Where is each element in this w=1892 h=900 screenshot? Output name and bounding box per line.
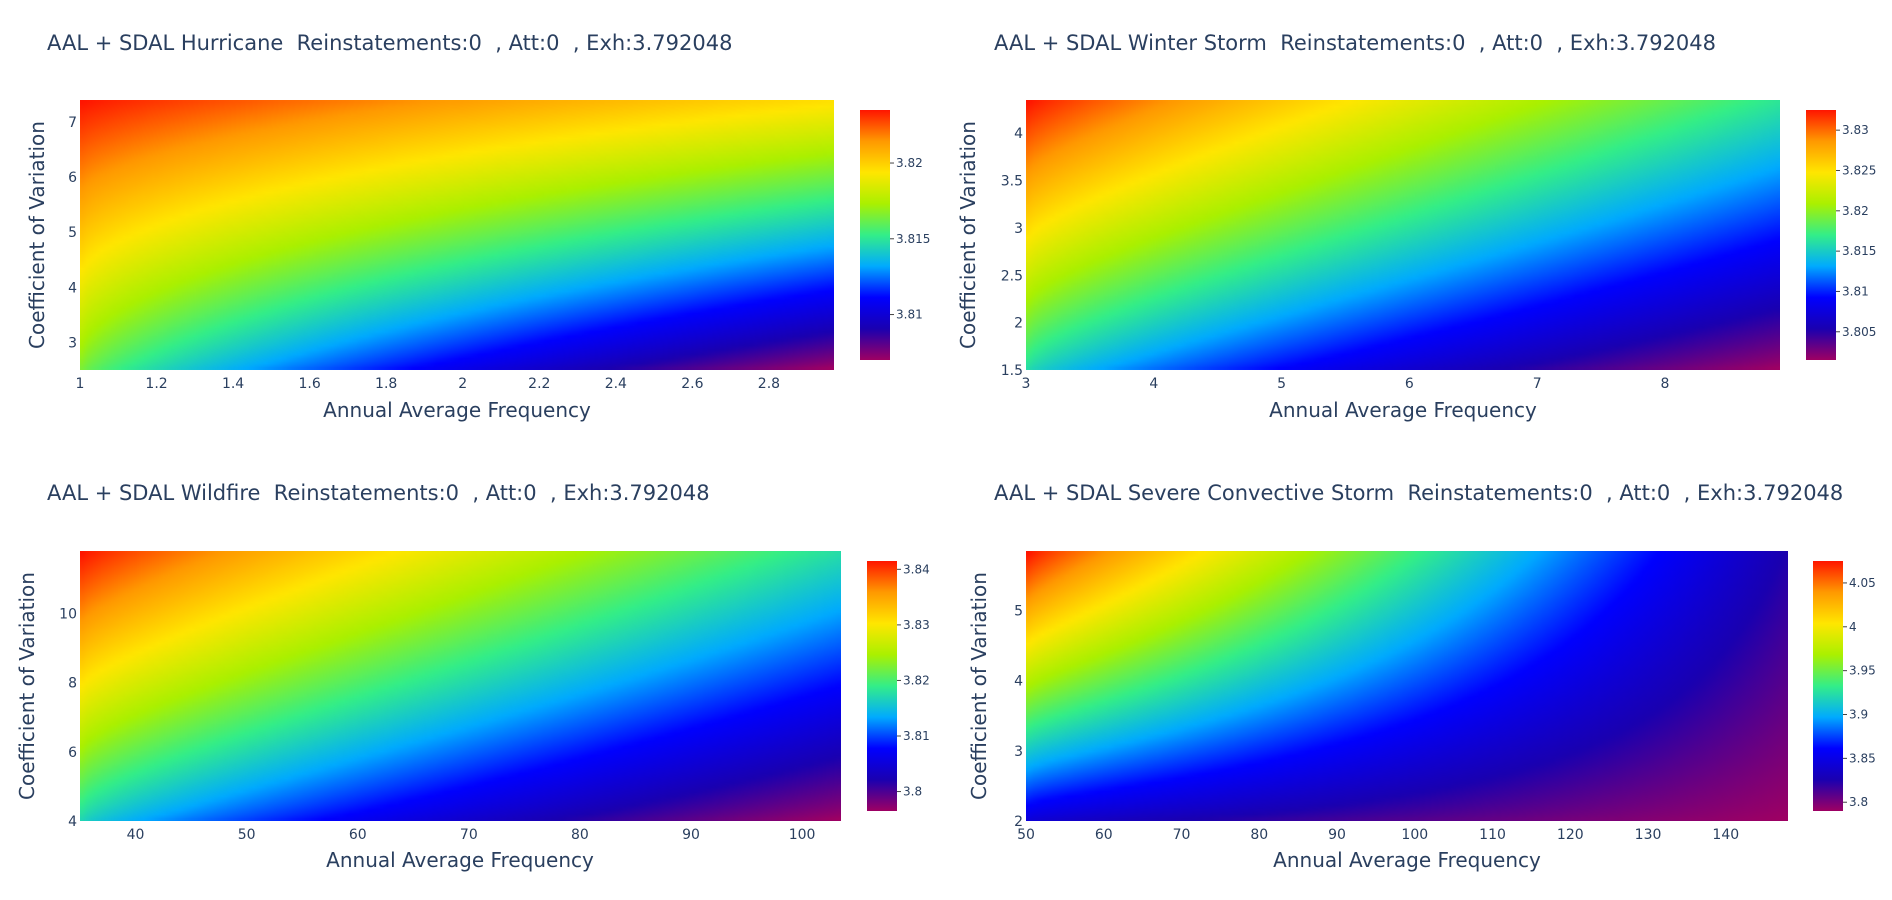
chart-title: AAL + SDAL Severe Convective Storm Reins… [994,481,1843,505]
x-axis-title: Annual Average Frequency [1269,398,1537,422]
x-tick-label: 80 [1250,827,1268,843]
y-tick-label: 5 [1014,604,1023,620]
colorbar [1813,561,1843,811]
colorbar [1806,110,1836,360]
x-tick-label: 5 [1277,376,1286,392]
heatmap-panel-2: AAL + SDAL Winter Storm Reinstatements:0… [956,31,1876,422]
x-tick-label: 3 [1022,376,1031,392]
x-tick-label: 6 [1405,376,1414,392]
heatmap-surface [1026,100,1780,370]
colorbar-tick-label: 3.81 [1842,284,1869,298]
x-tick-label: 80 [571,827,589,843]
heatmap-surface [80,551,841,821]
y-tick-label: 6 [68,745,77,761]
colorbar-tick-label: 3.825 [1842,163,1876,177]
colorbar-tick-label: 3.82 [1842,204,1869,218]
x-tick-label: 120 [1557,827,1584,843]
x-axis-title: Annual Average Frequency [1273,848,1541,872]
x-tick-label: 130 [1635,827,1662,843]
colorbar-tick-label: 3.84 [903,562,930,576]
x-tick-label: 40 [127,827,145,843]
colorbar-tick-label: 4.05 [1849,576,1876,590]
x-tick-label: 100 [789,827,816,843]
y-tick-label: 10 [59,606,77,622]
x-tick-label: 2.4 [605,376,627,392]
colorbar-tick-label: 3.9 [1849,708,1868,722]
y-axis-title: Coefficient of Variation [967,572,991,800]
y-tick-label: 3.5 [1001,174,1023,190]
colorbar-tick-label: 3.805 [1842,325,1876,339]
y-tick-label: 7 [68,115,77,131]
colorbar-tick-label: 3.82 [903,673,930,687]
y-tick-label: 3 [1014,744,1023,760]
colorbar-tick-label: 3.81 [896,308,923,322]
y-tick-label: 2 [1014,316,1023,332]
colorbar-tick-label: 3.8 [1849,795,1868,809]
y-tick-label: 2.5 [1001,268,1023,284]
x-tick-label: 90 [682,827,700,843]
y-tick-label: 4 [1014,126,1023,142]
colorbar-tick-label: 3.8 [903,785,922,799]
y-tick-label: 6 [68,170,77,186]
x-axis-title: Annual Average Frequency [326,848,594,872]
colorbar [867,561,897,811]
x-tick-label: 1.2 [145,376,167,392]
x-tick-label: 90 [1328,827,1346,843]
x-tick-label: 50 [238,827,256,843]
y-tick-label: 8 [68,676,77,692]
colorbar-tick-label: 3.85 [1849,751,1876,765]
x-tick-label: 1.6 [299,376,321,392]
y-axis-title: Coefficient of Variation [956,121,980,349]
x-tick-label: 2.2 [528,376,550,392]
y-axis-title: Coefficient of Variation [25,121,49,349]
colorbar-tick-label: 3.83 [903,618,930,632]
x-tick-label: 2 [458,376,467,392]
heatmap-panel-1: AAL + SDAL Hurricane Reinstatements:0 , … [25,31,930,422]
colorbar-tick-label: 4 [1849,620,1857,634]
x-axis-title: Annual Average Frequency [323,398,591,422]
x-tick-label: 1 [76,376,85,392]
x-tick-label: 7 [1533,376,1542,392]
colorbar-tick-label: 3.815 [1842,244,1876,258]
y-tick-label: 1.5 [1001,363,1023,379]
colorbar-tick-label: 3.81 [903,729,930,743]
colorbar-tick-label: 3.82 [896,156,923,170]
y-tick-label: 4 [68,814,77,830]
y-tick-label: 4 [68,280,77,296]
x-tick-label: 60 [349,827,367,843]
heatmap-panel-4: AAL + SDAL Severe Convective Storm Reins… [967,481,1876,872]
heatmap-panel-3: AAL + SDAL Wildfire Reinstatements:0 , A… [15,481,930,872]
y-axis-title: Coefficient of Variation [15,572,39,800]
x-tick-label: 70 [1173,827,1191,843]
chart-title: AAL + SDAL Hurricane Reinstatements:0 , … [47,31,732,55]
x-tick-label: 110 [1479,827,1506,843]
x-tick-label: 4 [1149,376,1158,392]
colorbar [860,110,890,360]
x-tick-label: 140 [1712,827,1739,843]
colorbar-tick-label: 3.83 [1842,123,1869,137]
x-tick-label: 2.8 [758,376,780,392]
y-tick-label: 3 [1014,221,1023,237]
x-tick-label: 2.6 [681,376,703,392]
y-tick-label: 2 [1014,814,1023,830]
y-tick-label: 3 [68,335,77,351]
x-tick-label: 100 [1401,827,1428,843]
x-tick-label: 50 [1017,827,1035,843]
colorbar-tick-label: 3.815 [896,232,930,246]
heatmap-surface [80,100,834,370]
y-tick-label: 5 [68,225,77,241]
x-tick-label: 1.4 [222,376,244,392]
x-tick-label: 60 [1095,827,1113,843]
heatmap-surface [1026,551,1788,821]
colorbar-tick-label: 3.95 [1849,664,1876,678]
x-tick-label: 1.8 [375,376,397,392]
x-tick-label: 70 [460,827,478,843]
x-tick-label: 8 [1661,376,1670,392]
chart-title: AAL + SDAL Winter Storm Reinstatements:0… [994,31,1716,55]
y-tick-label: 4 [1014,674,1023,690]
chart-title: AAL + SDAL Wildfire Reinstatements:0 , A… [47,481,710,505]
